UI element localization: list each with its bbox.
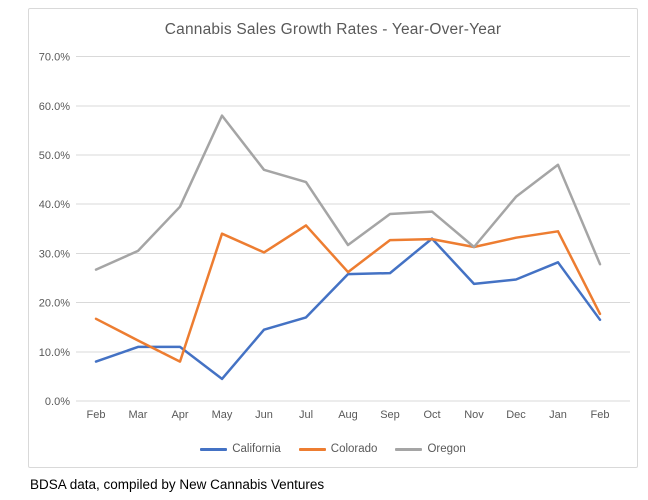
legend-item-colorado: Colorado — [298, 443, 378, 455]
y-axis-tick-label: 20.0% — [39, 298, 70, 310]
plot-area: 0.0% 10.0% 20.0% 30.0% 40.0% 50.0% 60.0% 70.0% F… — [39, 52, 630, 421]
legend-label: Oregon — [427, 443, 466, 455]
x-axis-tick-label: Aug — [338, 409, 358, 421]
legend-label: California — [232, 443, 281, 455]
chart-legend: California Colorado Oregon — [29, 443, 637, 455]
series-line-oregon — [94, 114, 602, 271]
y-axis-tick-label: 50.0% — [39, 150, 70, 162]
series-line-california — [94, 237, 602, 381]
x-axis: Feb Mar Apr May Jun Jul Aug Sep Oct Nov Dec Jan Feb — [87, 409, 610, 421]
x-axis-tick-label: Dec — [506, 409, 526, 421]
y-axis-tick-label: 0.0% — [45, 396, 70, 408]
legend-item-oregon: Oregon — [395, 443, 466, 455]
x-axis-tick-label: Jul — [299, 409, 313, 421]
chart-title: Cannabis Sales Growth Rates - Year-Over-… — [164, 21, 502, 38]
y-axis-tick-label: 70.0% — [39, 52, 70, 64]
x-axis-tick-label: Feb — [591, 409, 610, 421]
x-axis-tick-label: Mar — [129, 409, 148, 421]
y-axis-tick-label: 30.0% — [39, 248, 70, 260]
x-axis-tick-label: Sep — [380, 409, 400, 421]
legend-line-swatch — [298, 447, 326, 451]
x-axis-tick-label: Feb — [87, 409, 106, 421]
x-axis-tick-label: May — [212, 409, 233, 421]
y-axis-tick-label: 60.0% — [39, 101, 70, 113]
source-caption: BDSA data, compiled by New Cannabis Vent… — [30, 477, 325, 492]
x-axis-tick-label: Jan — [549, 409, 567, 421]
legend-line-swatch — [395, 447, 423, 451]
x-axis-tick-label: Jun — [255, 409, 273, 421]
y-axis: 0.0% 10.0% 20.0% 30.0% 40.0% 50.0% 60.0% 70.0% — [39, 52, 70, 408]
legend-line-swatch — [200, 447, 228, 451]
y-axis-tick-label: 10.0% — [39, 347, 70, 359]
chart-container: 0.0% 10.0% 20.0% 30.0% 40.0% 50.0% 60.0% 70.0% F… — [28, 8, 638, 468]
y-axis-tick-label: 40.0% — [39, 199, 70, 211]
x-axis-tick-label: Nov — [464, 409, 484, 421]
legend-label: Colorado — [330, 443, 378, 455]
x-axis-tick-label: Apr — [171, 409, 188, 421]
series-line-colorado — [94, 224, 602, 363]
legend-item-california: California — [200, 443, 281, 455]
x-axis-tick-label: Oct — [423, 409, 440, 421]
gridlines — [76, 56, 630, 402]
